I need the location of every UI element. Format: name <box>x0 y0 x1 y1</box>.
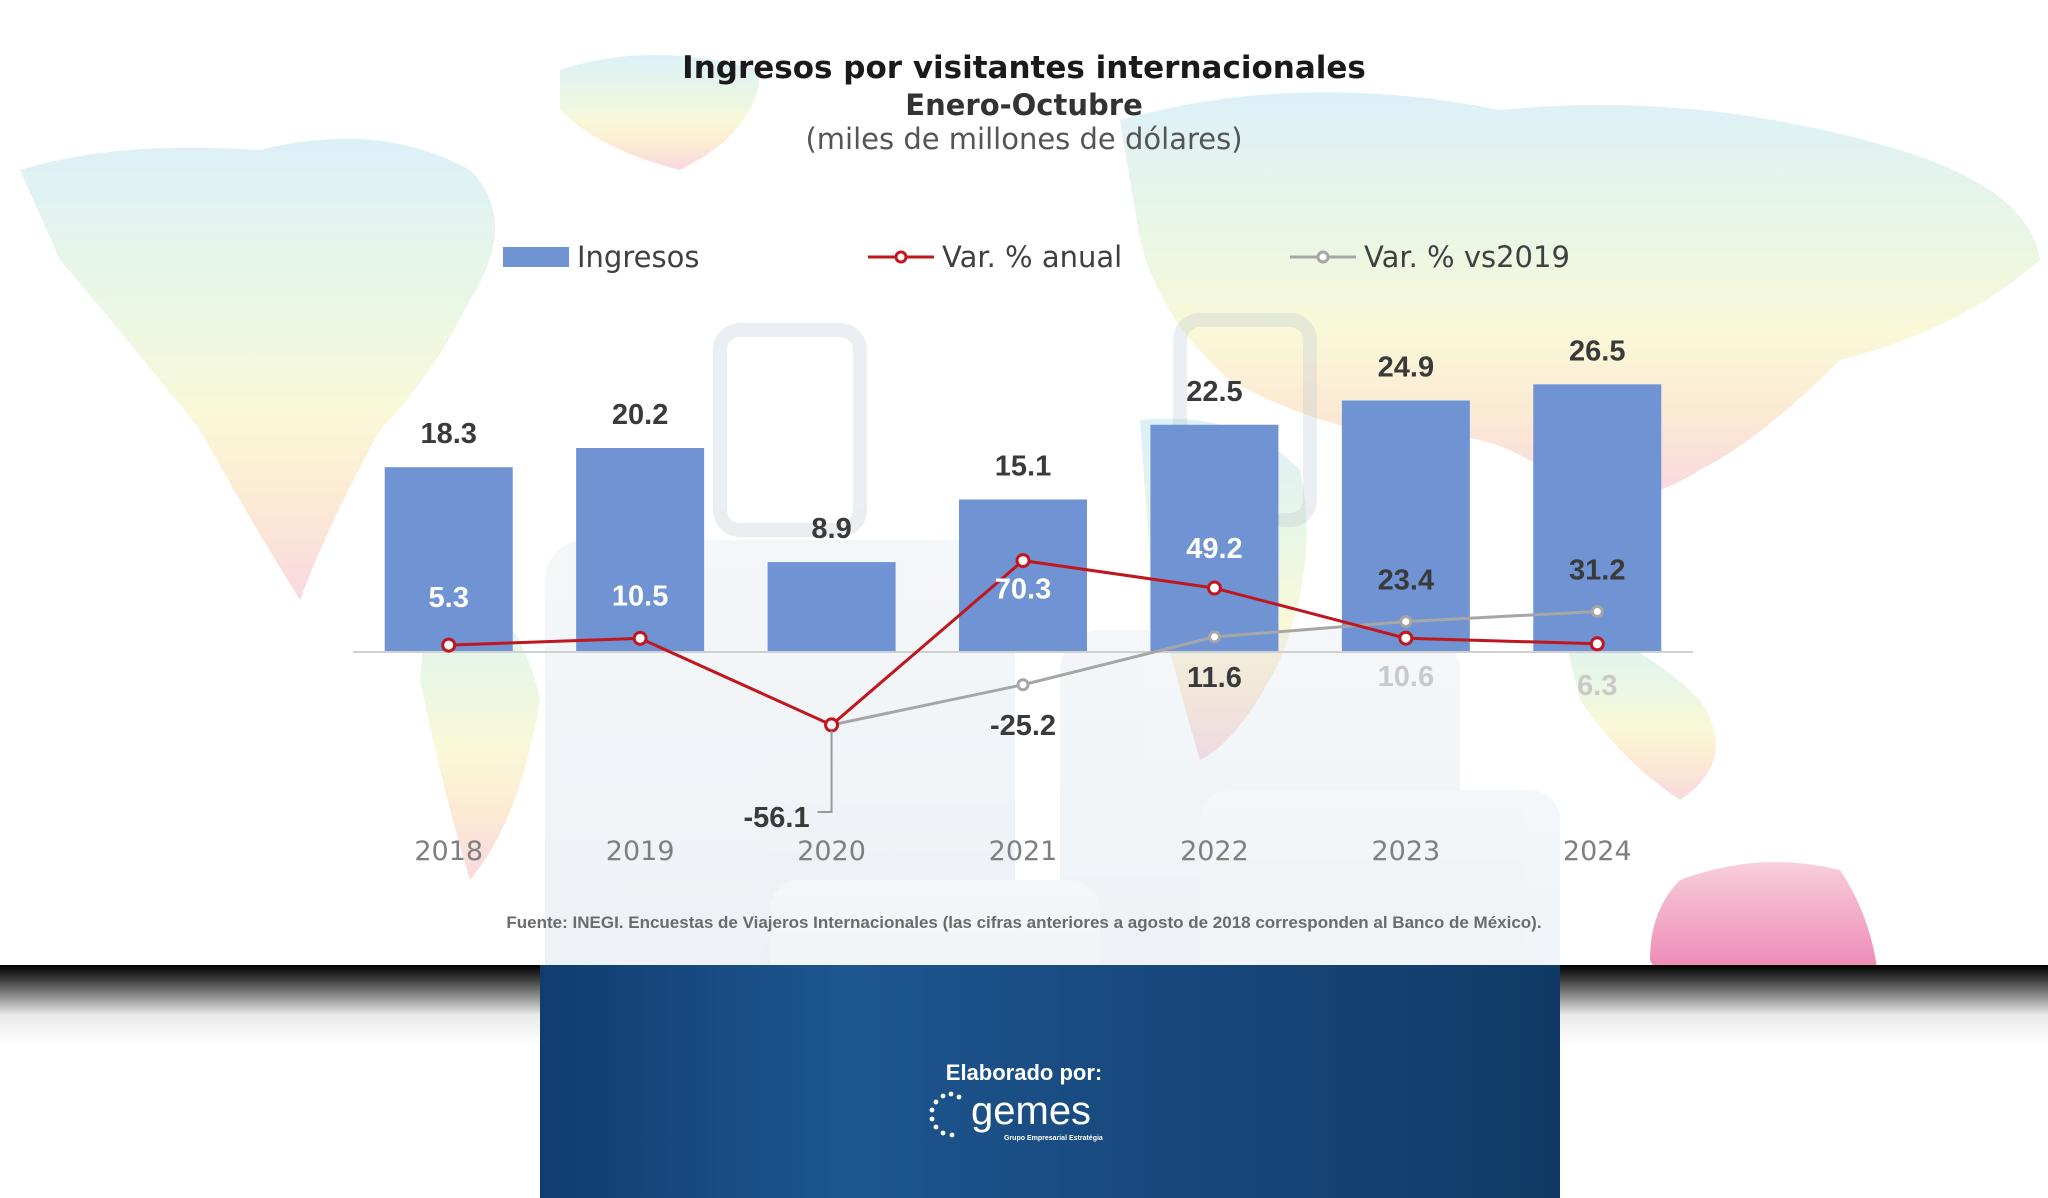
north-america-shape <box>20 138 495 600</box>
logo-tagline: Grupo Empresarial Estratégia <box>1004 1135 1103 1142</box>
chart-plot-area: 18.3 20.2 8.9 15.1 22.5 24.9 26.5 2018 2019 2020 2… <box>353 335 1693 867</box>
chart-title: Ingresos por visitantes internacionales <box>682 50 1366 86</box>
x-tick-2020: 2020 <box>797 836 866 867</box>
bar-label-2022: 22.5 <box>1186 376 1242 408</box>
point-anual-2020 <box>824 717 840 733</box>
legend-label-anual: Var. % anual <box>942 240 1123 274</box>
point-anual-2021 <box>1015 553 1031 569</box>
bar-2023 <box>1341 400 1470 652</box>
bar-2018 <box>384 467 513 652</box>
legend-swatch-anual <box>868 250 934 264</box>
label-vs2019-2023: 23.4 <box>1378 565 1434 597</box>
logo-dots-icon <box>929 1091 962 1138</box>
bar-label-2024: 26.5 <box>1569 335 1625 367</box>
gemes-logo: gemes Grupo Empresarial Estratégia <box>929 1089 1103 1142</box>
legend-label-vs2019: Var. % vs2019 <box>1364 240 1570 274</box>
label-vs2019-2022: 11.6 <box>1187 662 1242 694</box>
x-tick-2022: 2022 <box>1180 836 1249 867</box>
point-anual-2018 <box>441 637 457 653</box>
legend-swatch-vs2019 <box>1290 250 1356 264</box>
label-anual-2022: 49.2 <box>1186 533 1242 565</box>
bar-label-2020: 8.9 <box>811 513 851 545</box>
point-vs2019-2022 <box>1207 630 1221 644</box>
point-anual-2022 <box>1206 580 1222 596</box>
point-anual-2023 <box>1398 630 1414 646</box>
bar-label-2019: 20.2 <box>612 399 668 431</box>
bar-label-2023: 24.9 <box>1378 352 1434 384</box>
label-vs2019-2024: 31.2 <box>1569 554 1625 586</box>
chart-units: (miles de millones de dólares) <box>805 122 1243 156</box>
label-anual-2019: 10.5 <box>612 580 668 612</box>
x-tick-2023: 2023 <box>1371 836 1440 867</box>
bar-label-2018: 18.3 <box>420 418 476 450</box>
bar-2020 <box>767 562 896 652</box>
greenland-shape <box>560 55 760 170</box>
x-tick-2018: 2018 <box>414 836 483 867</box>
label-vs2019-2021: -25.2 <box>990 710 1056 742</box>
eurasia-shape <box>1120 92 2040 498</box>
legend-item-anual: Var. % anual <box>868 240 1122 274</box>
leader-line-2020 <box>817 730 833 813</box>
label-anual-2023: 10.6 <box>1378 661 1434 693</box>
legend-item-ingresos: Ingresos <box>503 240 699 274</box>
point-vs2019-2021 <box>1016 678 1030 692</box>
bar-2021 <box>959 499 1087 652</box>
point-vs2019-2024 <box>1590 604 1604 618</box>
bar-2019 <box>576 447 705 652</box>
label-anual-2020: -56.1 <box>744 802 810 834</box>
legend-label-ingresos: Ingresos <box>577 240 700 274</box>
chart-subtitle: Enero-Octubre <box>905 88 1143 122</box>
label-anual-2024: 6.3 <box>1577 670 1617 702</box>
point-anual-2024 <box>1589 636 1605 652</box>
southeast-asia-shape <box>1560 620 1716 800</box>
label-anual-2018: 5.3 <box>429 582 469 614</box>
legend-item-vs2019: Var. % vs2019 <box>1290 240 1570 274</box>
point-anual-2019 <box>632 630 648 646</box>
x-tick-2019: 2019 <box>606 836 675 867</box>
x-tick-2021: 2021 <box>989 836 1058 867</box>
bar-2022 <box>1150 424 1279 652</box>
suitcase-photo-strip <box>540 965 1560 1198</box>
label-anual-2021: 70.3 <box>995 574 1051 606</box>
bar-label-2021: 15.1 <box>995 450 1051 482</box>
legend-swatch-bar <box>503 247 569 267</box>
source-note: Fuente: INEGI. Encuestas de Viajeros Int… <box>506 913 1542 932</box>
x-tick-2024: 2024 <box>1563 836 1632 867</box>
credit-label: Elaborado por: <box>945 1060 1103 1085</box>
logo-wordmark: gemes <box>971 1089 1091 1133</box>
point-vs2019-2023 <box>1399 615 1413 629</box>
